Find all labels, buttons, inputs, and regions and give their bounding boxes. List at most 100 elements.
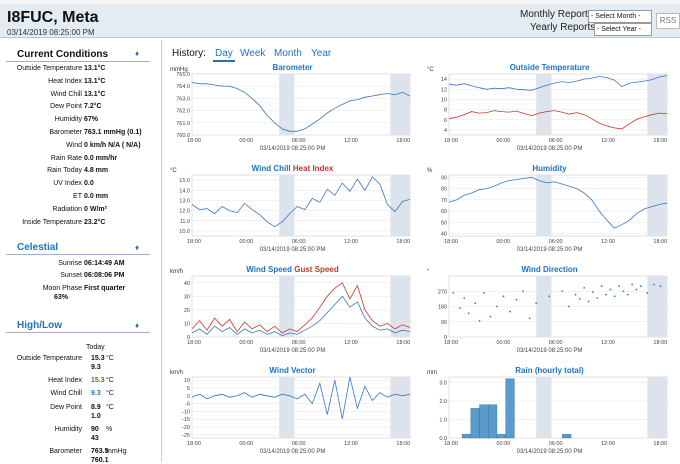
x-tick-label: 12:00 (601, 441, 615, 447)
scatter-point (548, 295, 551, 298)
x-tick-label: 00:00 (496, 239, 510, 245)
x-tick-label: 18:00 (187, 441, 201, 447)
current-row-value: 0 km/h N/A ( N/A) (84, 141, 141, 149)
current-row: Barometer 763.1 mmHg (0.1) (6, 129, 152, 141)
chart-title: Wind Chill Heat Index (170, 164, 415, 173)
scatter-point (463, 297, 466, 299)
series-line (448, 110, 668, 130)
current-row: Radiation 0 W/m² (6, 206, 152, 218)
y-tick-label: 14.0 (179, 188, 190, 194)
x-tick-label: 18:00 (396, 340, 410, 346)
celestial-row-moon: Moon Phase First quarter 63% (42, 285, 126, 301)
twilight-band (279, 377, 295, 438)
yearly-reports-label: Yearly Reports: (530, 22, 598, 33)
current-row-value: 763.1 mmHg (0.1) (84, 129, 142, 136)
night-band (390, 175, 410, 236)
x-tick-label: 06:00 (292, 340, 306, 346)
bar (470, 408, 480, 439)
series-line (448, 75, 668, 91)
x-tick-label: 18:00 (444, 138, 458, 144)
scatter-point (596, 297, 599, 299)
chart-barometer: Barometer mmHg 765.0 764.0 763.0 762.0 761.0 76… (170, 63, 415, 159)
collapse-highlow-icon[interactable]: ♦ (135, 321, 140, 330)
twilight-band (536, 377, 552, 438)
y-tick-label: 0 (444, 335, 447, 341)
chart-title-text: Outside Temperature (509, 63, 590, 72)
y-tick-label: 50 (441, 220, 447, 226)
scatter-point (467, 312, 470, 315)
x-tick-label: 12:00 (344, 138, 358, 144)
y-tick-label: 764.0 (176, 84, 190, 90)
x-tick-label: 18:00 (653, 340, 667, 346)
bar (505, 378, 515, 439)
chart-title: Wind Speed Gust Speed (170, 265, 415, 274)
current-row-value: 7.2°C (84, 103, 102, 111)
y-tick-label: -15 (182, 417, 190, 423)
chart-wind-vector: Wind Vector km/h 10 5 0 -5 -10 -15 -20 -25 18:00 00… (170, 366, 415, 462)
current-row-value: 0.0 (84, 180, 94, 188)
x-tick-label: 06:00 (549, 138, 563, 144)
scatter-point (522, 290, 525, 293)
x-tick-label: 18:00 (653, 441, 667, 447)
y-tick-label: 180 (438, 305, 447, 311)
current-conditions-title: Current Conditions (17, 49, 109, 60)
scatter-point (502, 295, 505, 298)
rss-button[interactable]: RSS (656, 13, 680, 29)
x-tick-label: 00:00 (239, 441, 253, 447)
chart-humidity: Humidity% 90 80 70 60 50 40 18:00 00:00 06:00 12:0… (427, 164, 672, 260)
current-row-label: Wind Chill (50, 90, 82, 98)
tab-year[interactable]: Year (311, 48, 332, 59)
chart-wind-speed: Wind Speed Gust Speed km/h 40 30 20 10 0 18:00 0… (170, 265, 415, 361)
y-tick-label: 60 (441, 209, 447, 215)
current-row: Humidity 67% (6, 116, 152, 128)
y-tick-label: 760.0 (176, 133, 190, 139)
y-tick-label: 12.0 (179, 209, 190, 215)
chart-unit: km/h (170, 370, 184, 376)
chart-unit: % (427, 168, 433, 174)
current-row-label: Heat Index (48, 77, 82, 85)
chart-timestamp: 03/14/2019 08:25:00 PM (516, 449, 583, 455)
chart-timestamp: 03/14/2019 08:25:00 PM (516, 348, 583, 354)
chart-timestamp: 03/14/2019 08:25:00 PM (516, 146, 583, 152)
current-row-label: Dew Point (50, 103, 82, 111)
scatter-point (561, 290, 564, 293)
collapse-celestial-icon[interactable]: ♦ (135, 243, 140, 252)
y-tick-label: 3.0 (439, 381, 447, 387)
chart-unit: °C (170, 168, 177, 174)
scatter-point (639, 285, 642, 288)
x-tick-label: 18:00 (187, 340, 201, 346)
tab-week[interactable]: Week (240, 48, 266, 59)
current-row: Inside Temperature 23.2°C (6, 219, 152, 231)
chart-title-text: Wind Vector (269, 366, 316, 375)
y-tick-label: 4 (444, 128, 447, 134)
tab-day[interactable]: Day (213, 47, 235, 62)
scatter-point (459, 307, 461, 310)
chart-title: Humidity (427, 164, 672, 173)
chart-title: Wind Direction (427, 265, 672, 274)
current-row-label: Inside Temperature (22, 218, 82, 226)
chart-title-text: Wind Speed (246, 265, 293, 274)
x-tick-label: 18:00 (396, 441, 410, 447)
x-tick-label: 18:00 (187, 138, 201, 144)
current-row: Dew Point 7.2°C (6, 103, 152, 115)
current-row-value: 67% (84, 116, 99, 124)
current-row-value: 13.1°C (84, 77, 106, 85)
y-tick-label: 762.0 (176, 109, 190, 115)
chart-plot: 3.02.01.00.018:00 00:00 06:00 12:00 18:00 (439, 376, 668, 447)
current-row: Outside Temperature 13.1°C (6, 65, 152, 77)
highlow-title: High/Low (17, 320, 62, 331)
scatter-point (635, 288, 638, 291)
current-row-label: UV Index (53, 180, 82, 188)
y-tick-label: 70 (441, 198, 447, 204)
tab-month[interactable]: Month (274, 48, 302, 59)
y-tick-label: 20 (184, 308, 190, 314)
yearly-reports-select[interactable]: - Select Year - (594, 23, 652, 36)
x-tick-label: 00:00 (496, 138, 510, 144)
x-tick-label: 00:00 (496, 340, 510, 346)
x-tick-label: 06:00 (549, 441, 563, 447)
chart-unit: km/h (170, 269, 184, 275)
collapse-current-icon[interactable]: ♦ (135, 49, 140, 58)
monthly-reports-select[interactable]: - Select Month - (588, 10, 652, 23)
series-line (448, 176, 668, 229)
